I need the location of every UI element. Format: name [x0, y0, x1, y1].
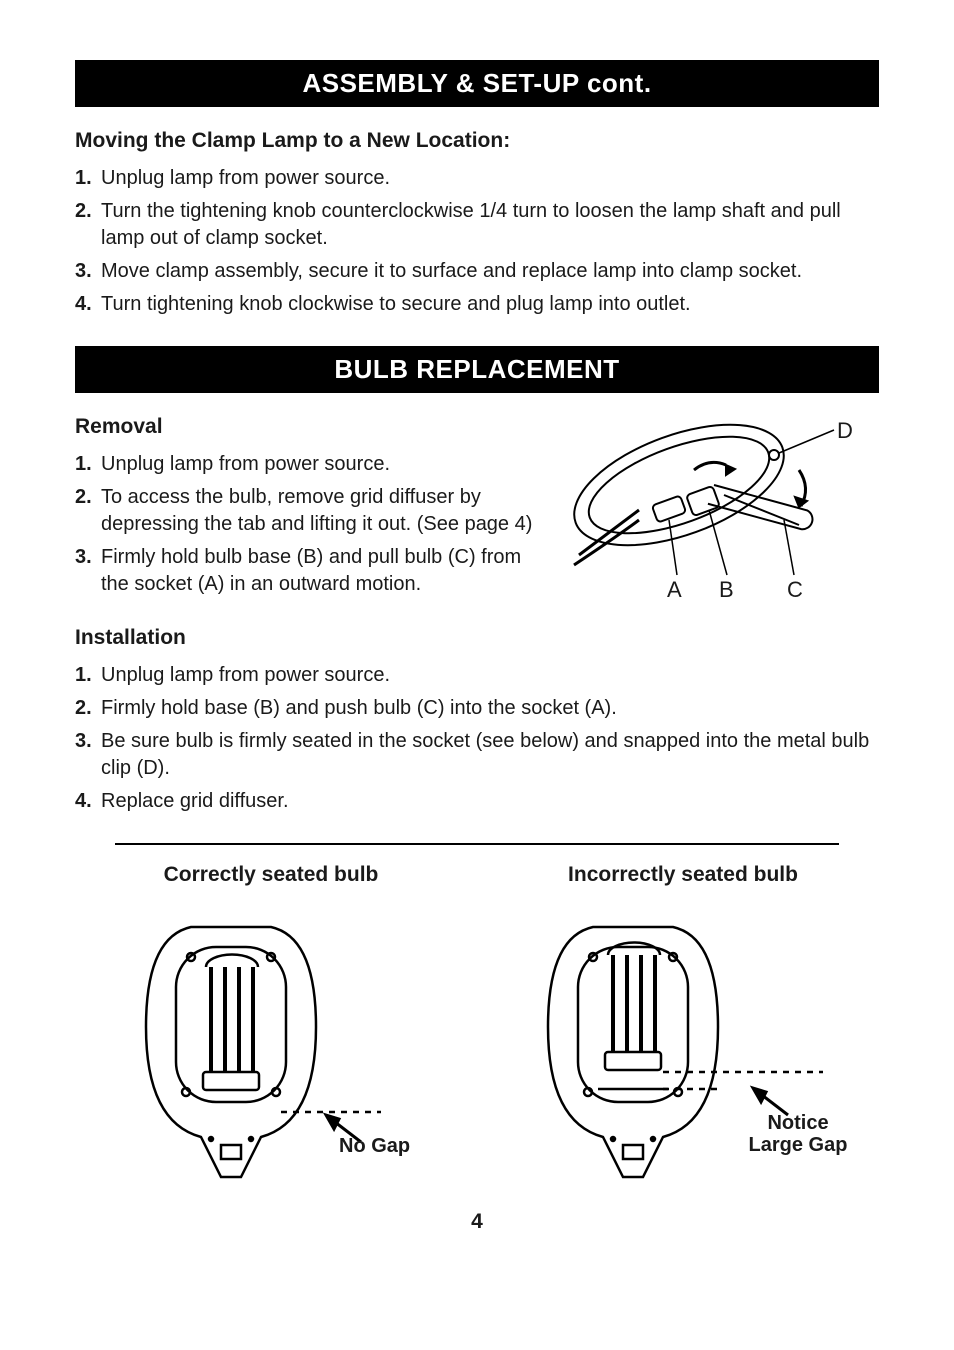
installation-subheading: Installation [75, 626, 879, 650]
list-item: Replace grid diffuser. [75, 788, 879, 815]
list-item: Unplug lamp from power source. [75, 662, 879, 689]
incorrect-bulb-figure: Notice Large Gap [523, 897, 843, 1202]
removal-subheading: Removal [75, 415, 539, 439]
correct-bulb-figure: No Gap [121, 897, 421, 1202]
moving-steps-list: Unplug lamp from power source. Turn the … [75, 165, 879, 318]
bulb-removal-figure: A B C D [559, 415, 879, 620]
large-gap-callout: Notice Large Gap [743, 1112, 853, 1156]
installation-steps-list: Unplug lamp from power source. Firmly ho… [75, 662, 879, 815]
incorrect-title: Incorrectly seated bulb [487, 863, 879, 887]
list-item: Firmly hold bulb base (B) and pull bulb … [75, 544, 539, 598]
label-a: A [667, 577, 682, 603]
list-item: Turn tightening knob clockwise to secure… [75, 291, 879, 318]
list-item: Unplug lamp from power source. [75, 451, 539, 478]
correct-title: Correctly seated bulb [75, 863, 467, 887]
list-item: Be sure bulb is firmly seated in the soc… [75, 728, 879, 782]
callout-line2: Large Gap [749, 1134, 848, 1156]
no-gap-callout: No Gap [339, 1135, 410, 1157]
removal-steps-list: Unplug lamp from power source. To access… [75, 451, 539, 598]
label-c: C [787, 577, 803, 603]
section-header-bulb: BULB REPLACEMENT [75, 346, 879, 393]
divider-line [115, 843, 839, 845]
list-item: Firmly hold base (B) and push bulb (C) i… [75, 695, 879, 722]
list-item: Move clamp assembly, secure it to surfac… [75, 258, 879, 285]
moving-subheading: Moving the Clamp Lamp to a New Location: [75, 129, 879, 153]
callout-line1: Notice [767, 1112, 828, 1134]
list-item: Unplug lamp from power source. [75, 165, 879, 192]
section-header-assembly: ASSEMBLY & SET-UP cont. [75, 60, 879, 107]
label-d: D [837, 418, 853, 444]
bulb-comparison-row: Correctly seated bulb [75, 863, 879, 1202]
label-b: B [719, 577, 734, 603]
list-item: To access the bulb, remove grid diffuser… [75, 484, 539, 538]
page-number: 4 [75, 1210, 879, 1234]
list-item: Turn the tightening knob counterclockwis… [75, 198, 879, 252]
